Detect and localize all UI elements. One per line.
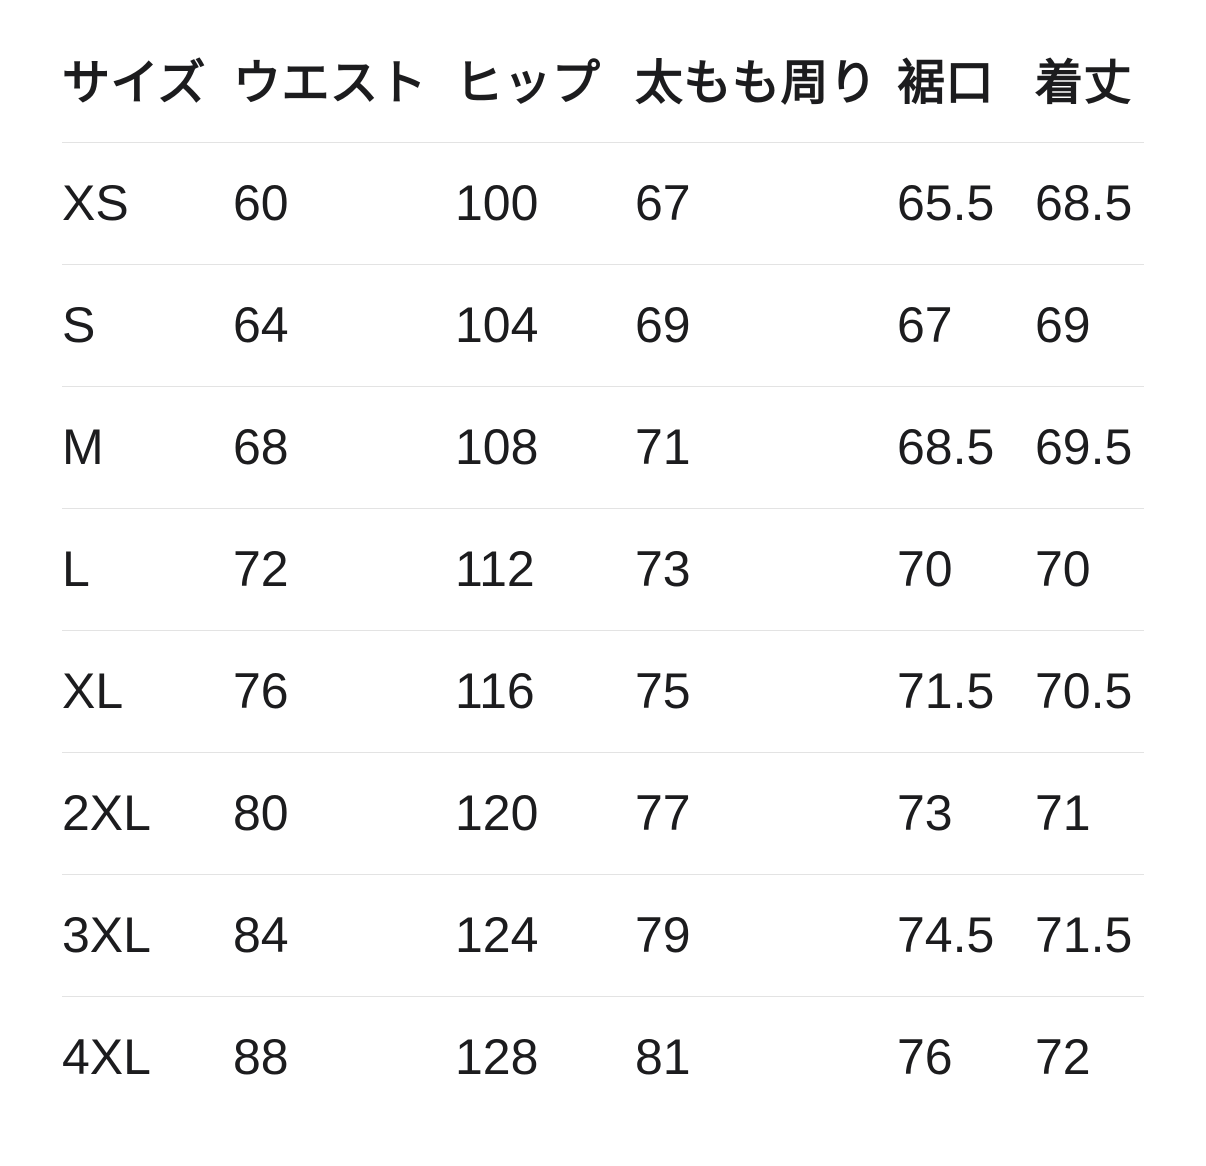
- table-row: 4XL 88 128 81 76 72: [62, 996, 1144, 1118]
- table-row: XL 76 116 75 71.5 70.5: [62, 630, 1144, 753]
- size-label: XL: [62, 630, 233, 753]
- measurement-value-thigh: 73: [635, 508, 897, 631]
- measurement-value-length: 71: [1035, 752, 1144, 875]
- measurement-value-hip: 124: [455, 874, 635, 997]
- column-header-hem: 裾口: [897, 0, 1035, 143]
- size-chart-section: サイズ ウエスト ヒップ 太もも周り 裾口 着丈 XS 60 100 67 65.5 68.5 S 64…: [62, 0, 1144, 1118]
- size-label: S: [62, 264, 233, 387]
- size-chart-table: サイズ ウエスト ヒップ 太もも周り 裾口 着丈 XS 60 100 67 65.5 68.5 S 64…: [62, 0, 1144, 1118]
- measurement-value-thigh: 75: [635, 630, 897, 753]
- table-row: S 64 104 69 67 69: [62, 264, 1144, 387]
- size-label: M: [62, 386, 233, 509]
- table-row: M 68 108 71 68.5 69.5: [62, 386, 1144, 509]
- table-row: XS 60 100 67 65.5 68.5: [62, 142, 1144, 265]
- measurement-value-waist: 68: [233, 386, 455, 509]
- measurement-value-waist: 64: [233, 264, 455, 387]
- measurement-value-waist: 72: [233, 508, 455, 631]
- size-label: 4XL: [62, 1029, 151, 1086]
- size-label: 2XL: [62, 752, 233, 875]
- measurement-value-hip: 128: [455, 1029, 539, 1086]
- measurement-value-length: 70: [1035, 508, 1144, 631]
- measurement-value-hem: 68.5: [897, 386, 1035, 509]
- measurement-value-hem: 76: [897, 1029, 953, 1086]
- measurement-value-thigh: 67: [635, 142, 897, 265]
- measurement-value-length: 69.5: [1035, 386, 1144, 509]
- measurement-value-length: 71.5: [1035, 874, 1144, 997]
- column-header-thigh: 太もも周り: [635, 0, 897, 143]
- measurement-value-thigh: 71: [635, 386, 897, 509]
- measurement-value-hem: 71.5: [897, 630, 1035, 753]
- size-label: 3XL: [62, 874, 233, 997]
- measurement-value-hem: 74.5: [897, 874, 1035, 997]
- column-header-length: 着丈: [1035, 0, 1144, 143]
- table-row: 2XL 80 120 77 73 71: [62, 752, 1144, 875]
- measurement-value-hem: 67: [897, 264, 1035, 387]
- table-header-row: サイズ ウエスト ヒップ 太もも周り 裾口 着丈: [62, 0, 1144, 143]
- column-header-waist: ウエスト: [233, 0, 455, 143]
- size-label: XS: [62, 142, 233, 265]
- table-row: 3XL 84 124 79 74.5 71.5: [62, 874, 1144, 997]
- measurement-value-hip: 100: [455, 142, 635, 265]
- table-row: L 72 112 73 70 70: [62, 508, 1144, 631]
- size-label: L: [62, 508, 233, 631]
- column-header-size: サイズ: [62, 0, 233, 143]
- measurement-value-thigh: 79: [635, 874, 897, 997]
- measurement-value-hip: 104: [455, 264, 635, 387]
- measurement-value-waist: 76: [233, 630, 455, 753]
- measurement-value-hem: 65.5: [897, 142, 1035, 265]
- measurement-value-waist: 84: [233, 874, 455, 997]
- measurement-value-length: 72: [1035, 1029, 1091, 1086]
- measurement-value-length: 69: [1035, 264, 1144, 387]
- measurement-value-waist: 88: [233, 1029, 289, 1086]
- measurement-value-hip: 108: [455, 386, 635, 509]
- measurement-value-waist: 60: [233, 142, 455, 265]
- column-header-hip: ヒップ: [455, 0, 635, 143]
- measurement-value-thigh: 81: [635, 1029, 691, 1086]
- measurement-value-length: 70.5: [1035, 630, 1144, 753]
- measurement-value-hip: 120: [455, 752, 635, 875]
- measurement-value-thigh: 69: [635, 264, 897, 387]
- measurement-value-hem: 73: [897, 752, 1035, 875]
- measurement-value-hip: 116: [455, 630, 635, 753]
- measurement-value-hem: 70: [897, 508, 1035, 631]
- measurement-value-thigh: 77: [635, 752, 897, 875]
- measurement-value-length: 68.5: [1035, 142, 1144, 265]
- measurement-value-hip: 112: [455, 508, 635, 631]
- measurement-value-waist: 80: [233, 752, 455, 875]
